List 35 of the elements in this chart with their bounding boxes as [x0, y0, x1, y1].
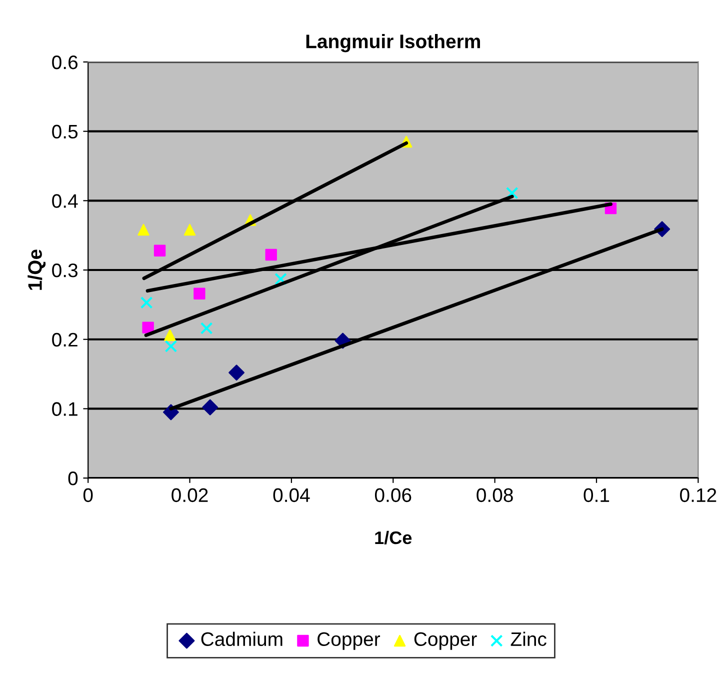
legend-label: Cadmium: [201, 632, 282, 646]
point: [142, 322, 154, 334]
y-axis-title: 1/Qe: [28, 250, 46, 290]
y-tick-label: 0.1: [52, 402, 78, 416]
y-tick-label: 0.5: [52, 124, 78, 139]
point: [228, 364, 245, 381]
point: [265, 248, 277, 261]
x-tick-label: 0.1: [584, 488, 610, 502]
point: [184, 224, 196, 236]
point: [138, 224, 150, 236]
point: [200, 322, 213, 334]
legend-label: Copper: [318, 632, 380, 650]
y-tick-label: 0.2: [52, 332, 78, 347]
legend-label: Zinc: [510, 632, 546, 646]
y-tick-label: 0.3: [52, 263, 78, 278]
y-tick-label: 0: [68, 472, 78, 486]
point: [164, 340, 178, 352]
x-tick-label: 0.06: [374, 488, 412, 502]
point: [154, 244, 166, 256]
y-tick-label: 0.4: [52, 194, 78, 208]
legend-label: Copper: [414, 632, 477, 650]
point: [506, 186, 518, 200]
x-tick-label: 0.02: [172, 488, 208, 502]
x-tick-label: 0: [83, 488, 93, 502]
chart-title: Langmuir Isotherm: [306, 34, 480, 52]
y-tick-label: 0.6: [52, 55, 78, 70]
x-tick-label: 0.12: [680, 488, 716, 502]
point: [140, 296, 153, 309]
point: [194, 288, 206, 300]
x-tick-label: 0.04: [273, 488, 310, 502]
x-axis-title: 1/Ce: [375, 530, 412, 544]
point: [274, 272, 287, 286]
point: [202, 399, 218, 416]
x-tick-label: 0.08: [476, 488, 513, 502]
point: [164, 329, 176, 342]
